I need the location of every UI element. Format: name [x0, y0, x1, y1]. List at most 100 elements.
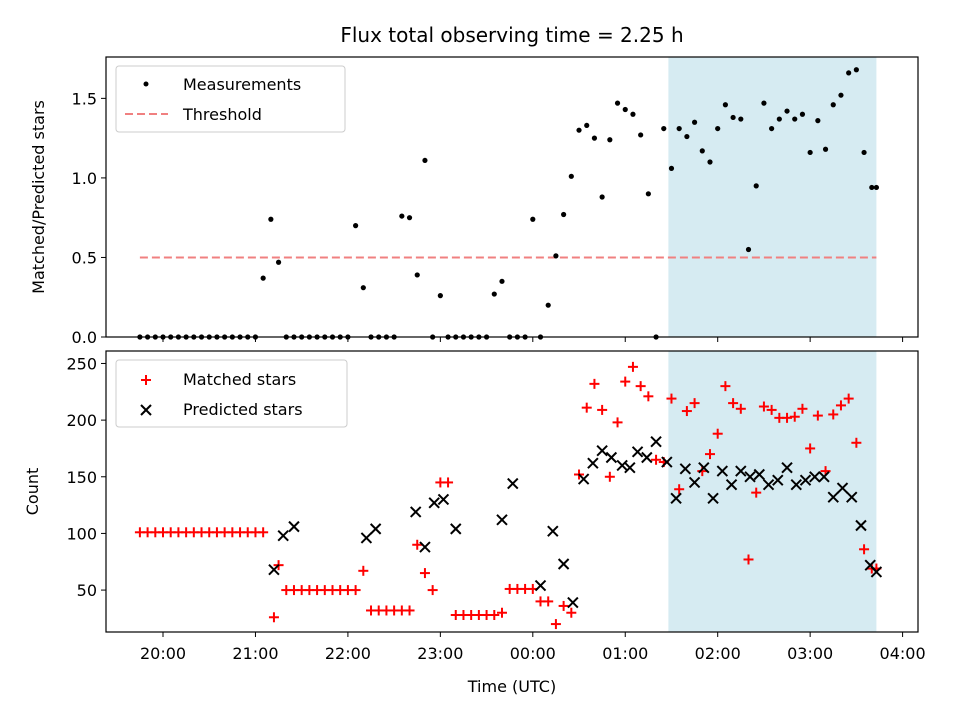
legend-measurements-label: Measurements: [183, 75, 301, 94]
matched-star-point: [558, 600, 569, 611]
predicted-star-point: [744, 471, 756, 483]
predicted-star-point: [437, 493, 450, 506]
matched-star-point: [758, 401, 769, 412]
matched-star-point: [620, 376, 631, 387]
time-x-tick-label: 22:00: [325, 644, 371, 663]
x-b: [827, 491, 839, 503]
measurement-point: [873, 184, 879, 191]
count-y-tick-label: 100: [66, 524, 97, 543]
measurement-point: [530, 216, 536, 222]
time-x-tick-label: 20:00: [140, 644, 186, 663]
matched-star-point: [789, 411, 800, 422]
measurement-point: [792, 116, 798, 122]
x-b: [744, 471, 756, 483]
x-b: [846, 491, 858, 503]
count-y-tick-label: 250: [66, 354, 97, 373]
count-legend: Matched stars Predicted stars: [115, 359, 348, 428]
measurement-point: [591, 135, 598, 141]
matched-star-point: [358, 565, 369, 576]
measurement-point: [691, 119, 698, 125]
matched-star-point: [828, 409, 839, 420]
x-b: [641, 451, 653, 464]
measurement-point: [784, 108, 790, 114]
count-shaded-region: [668, 351, 877, 632]
predicted-star-point: [679, 463, 692, 475]
x-b: [277, 529, 289, 542]
x-b: [534, 579, 547, 592]
measurement-point: [661, 125, 667, 132]
measurement-point: [769, 125, 775, 132]
ratio-panel-frame: [105, 56, 919, 338]
predicted-star-point: [790, 478, 802, 491]
predicted-star-point: [716, 465, 729, 477]
predicted-star-point: [268, 563, 280, 576]
matched-star-point: [805, 443, 816, 454]
measurement-point: [422, 157, 428, 164]
x-b: [762, 478, 775, 491]
measurement-point: [761, 100, 767, 106]
ratio-y-tick-label: 0.0: [72, 328, 97, 347]
predicted-star-point: [650, 435, 662, 448]
predicted-star-point: [534, 579, 547, 592]
matched-star-point: [712, 428, 723, 439]
measurement-point: [545, 302, 551, 308]
measurement-point: [491, 291, 497, 297]
measurement-point: [869, 184, 875, 191]
measurement-point: [360, 285, 366, 291]
ratio-y-tick-label: 1.0: [72, 169, 97, 188]
x-b: [661, 456, 673, 468]
predicted-star-point: [772, 474, 784, 486]
measurement-point: [268, 216, 274, 222]
count-y-tick-label: 50: [77, 581, 97, 600]
matched-star-point: [720, 381, 731, 392]
measurement-point: [275, 259, 282, 265]
x-b: [288, 520, 300, 533]
measurement-point: [830, 102, 836, 108]
ratio-y-tick-label: 1.5: [72, 89, 97, 108]
measurement-point: [260, 275, 266, 281]
time-x-tick-label: 00:00: [510, 644, 556, 663]
predicted-star-point: [670, 492, 682, 505]
measurement-point: [668, 165, 675, 171]
matched-star-point: [419, 568, 430, 579]
x-b: [716, 465, 729, 477]
predicted-star-point: [496, 514, 508, 526]
predicted-star-point: [596, 445, 608, 457]
measurement-point: [406, 215, 413, 221]
predicted-star-point: [688, 476, 701, 489]
x-b: [799, 474, 812, 486]
x-b: [650, 435, 662, 448]
legend-predicted-label: Predicted stars: [183, 400, 303, 419]
x-b: [818, 471, 830, 483]
predicted-star-point: [428, 497, 440, 509]
x-b: [557, 558, 570, 570]
x-b: [707, 492, 719, 505]
matched-star-point: [751, 487, 762, 498]
matched-star-point: [843, 393, 854, 404]
legend-measurements-marker: [143, 81, 149, 87]
time-x-axis-label: Time (UTC): [467, 677, 556, 696]
predicted-star-point: [698, 461, 710, 474]
matched-star-point: [412, 539, 423, 550]
matched-star-point: [550, 619, 561, 630]
matched-star-point: [674, 484, 685, 495]
measurement-point: [799, 111, 806, 117]
measurement-point: [353, 223, 359, 229]
x-b: [409, 506, 422, 518]
matched-star-point: [635, 381, 646, 392]
x-b: [698, 461, 710, 474]
measurement-point: [853, 67, 859, 73]
x-b: [870, 566, 883, 578]
x-b: [688, 476, 701, 489]
measurement-point: [730, 114, 736, 121]
matched-star-point: [443, 477, 454, 488]
legend-predicted-marker: [140, 404, 152, 416]
x-b: [577, 473, 590, 485]
x-b: [428, 497, 440, 509]
matched-star-point: [697, 466, 708, 477]
measurement-point: [414, 272, 420, 278]
measurement-point: [437, 293, 443, 299]
x-b: [360, 532, 373, 544]
matched-star-point: [427, 585, 438, 596]
measurement-point: [807, 149, 813, 156]
